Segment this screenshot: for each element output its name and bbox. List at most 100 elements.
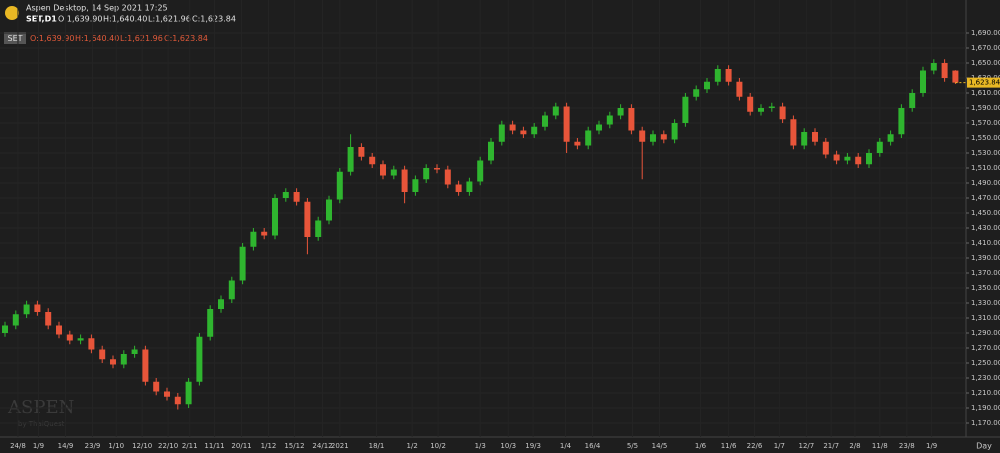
candle-body	[952, 70, 959, 83]
candle-body	[552, 106, 559, 116]
x-tick-label: 22/10	[158, 442, 178, 450]
candle-body	[444, 169, 451, 185]
candle-body	[455, 184, 462, 192]
candle-body	[2, 325, 8, 333]
candle-body	[488, 141, 494, 161]
y-tick-label: 1,690.00	[971, 29, 1000, 37]
x-tick-label: 10/3	[500, 442, 516, 450]
candle-body	[574, 141, 581, 146]
candle-body	[282, 192, 289, 198]
candle-body	[704, 81, 710, 90]
window-title: Aspen Desktop, 14 Sep 2021 17:25	[26, 4, 168, 13]
candle-body	[185, 381, 192, 405]
x-tick-label: 14/9	[58, 442, 74, 450]
candle-body	[866, 153, 872, 165]
y-tick-label: 1,210.00	[971, 389, 1000, 397]
x-tick-label: 11/11	[204, 442, 224, 450]
candle-body	[336, 171, 343, 200]
x-tick-label: 23/9	[85, 442, 101, 450]
candle-body	[369, 156, 376, 165]
candle-body	[585, 130, 592, 146]
candle-body	[196, 336, 203, 382]
x-tick-label: 24/12	[312, 442, 332, 450]
candle-body	[56, 325, 62, 335]
candle-body	[650, 134, 656, 142]
candle-body	[412, 179, 419, 192]
x-tick-label: 24/8	[10, 442, 26, 450]
candle-body	[153, 381, 160, 392]
y-tick-label: 1,390.00	[971, 254, 1000, 262]
ohlc-high: H:1,640.40	[103, 15, 147, 24]
candle-body	[466, 181, 473, 192]
candle-body	[768, 106, 775, 108]
y-tick-label: 1,330.00	[971, 299, 1000, 307]
x-tick-label: 16/4	[585, 442, 601, 450]
candle-body	[34, 304, 41, 312]
legend-open: O:1,639.90	[30, 34, 74, 43]
x-tick-label: 1/10	[108, 442, 124, 450]
x-tick-label: 1/4	[560, 442, 572, 450]
candle-body	[509, 124, 516, 131]
candle-body	[174, 396, 181, 405]
candle-body	[812, 132, 818, 142]
x-tick-label: 11/8	[872, 442, 888, 450]
candle-body	[239, 246, 246, 281]
candle-body	[207, 309, 214, 337]
candle-body	[423, 168, 430, 180]
candle-body	[930, 63, 937, 71]
candle-body	[66, 334, 73, 341]
y-tick-label: 1,430.00	[971, 224, 1000, 232]
candle-body	[606, 115, 613, 125]
candle-body	[628, 108, 635, 131]
x-tick-label: 15/12	[284, 442, 304, 450]
y-tick-label: 1,450.00	[971, 209, 1000, 217]
y-tick-label: 1,170.00	[971, 419, 1000, 427]
app-logo	[5, 6, 19, 20]
candle-body	[120, 354, 127, 365]
x-tick-label: 1/12	[261, 442, 277, 450]
y-tick-label: 1,670.00	[971, 44, 1000, 52]
candle-body	[520, 130, 527, 135]
candle-body	[779, 106, 786, 120]
candle-body	[801, 132, 808, 146]
candle-body	[909, 93, 916, 108]
candle-body	[131, 349, 138, 354]
y-tick-label: 1,410.00	[971, 239, 1000, 247]
last-price-label: 1,623.84	[969, 79, 1000, 87]
candle-body	[898, 108, 905, 135]
candle-body	[941, 63, 948, 78]
candle-body	[542, 115, 548, 127]
candle-body	[228, 280, 235, 300]
candle-body	[736, 81, 743, 97]
candle-body	[390, 169, 397, 176]
x-tick-label: 1/3	[475, 442, 486, 450]
candle-body	[682, 96, 689, 123]
y-tick-label: 1,190.00	[971, 404, 1000, 412]
legend-low: L:1,621.96	[120, 34, 163, 43]
candle-body	[110, 359, 116, 365]
x-tick-label: 5/5	[627, 442, 638, 450]
candle-body	[218, 299, 224, 309]
candle-body	[272, 198, 278, 236]
candle-body	[401, 169, 408, 192]
candle-body	[920, 70, 926, 93]
candle-body	[77, 338, 84, 341]
period-label: Day	[976, 442, 992, 451]
x-tick-label: 12/10	[132, 442, 152, 450]
x-tick-label: 12/7	[798, 442, 814, 450]
candle-body	[261, 231, 268, 236]
x-tick-label: 20/11	[231, 442, 251, 450]
x-tick-label: 1/7	[774, 442, 785, 450]
candle-body	[790, 119, 797, 146]
x-tick-label: 1/9	[926, 442, 937, 450]
candle-body	[639, 130, 646, 142]
candle-body	[142, 349, 149, 382]
candle-body	[315, 220, 322, 237]
symbol-badge	[4, 32, 26, 44]
candle-body	[498, 124, 505, 142]
candle-body	[358, 147, 365, 157]
candle-body	[293, 192, 300, 202]
x-tick-label: 21/7	[823, 442, 839, 450]
candle-body	[12, 314, 19, 326]
candle-body	[380, 164, 386, 176]
